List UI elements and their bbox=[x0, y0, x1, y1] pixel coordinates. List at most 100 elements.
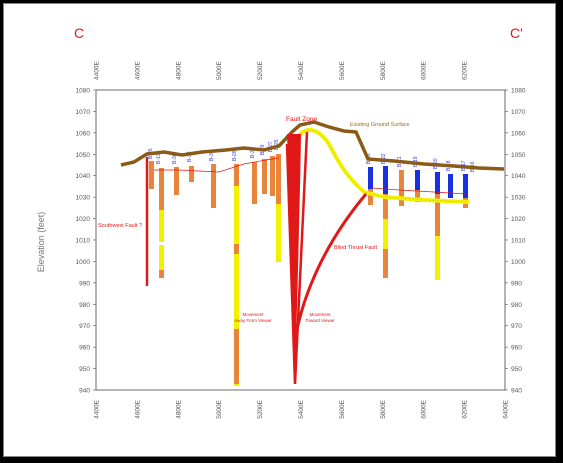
y-tick-label: 950 bbox=[511, 366, 522, 373]
x-tick-label: 6000E bbox=[421, 61, 428, 80]
y-tick-label: 970 bbox=[511, 323, 522, 330]
movement-away-label: Away From Viewer bbox=[234, 318, 272, 323]
borehole-column bbox=[174, 167, 179, 195]
y-tick-label: 1080 bbox=[76, 88, 91, 95]
borehole-column bbox=[262, 159, 267, 194]
y-tick-label: 980 bbox=[79, 302, 90, 309]
y-tick-label: 950 bbox=[79, 366, 90, 373]
x-tick-label: 5800E bbox=[380, 399, 387, 418]
borehole-label: B-25 bbox=[274, 139, 280, 150]
y-tick-label: 1040 bbox=[76, 173, 91, 180]
borehole-column bbox=[368, 189, 373, 205]
fault-strand bbox=[293, 138, 298, 155]
x-tick-label: 4400E bbox=[94, 61, 101, 80]
ground-surface bbox=[120, 120, 505, 171]
y-tick-label: 1040 bbox=[511, 173, 526, 180]
x-tick-label: 5800E bbox=[380, 61, 387, 80]
y-tick-label: 1010 bbox=[511, 238, 526, 245]
section-label-left: C bbox=[74, 25, 84, 41]
cross-section-diagram: C C' 1080 1080 1070 1070 1060 1060 1050 1050 104… bbox=[36, 25, 526, 419]
x-tick-label: 5400E bbox=[298, 399, 305, 418]
y-tick-label: 1030 bbox=[76, 195, 91, 202]
borehole-column bbox=[234, 244, 239, 254]
y-tick-label: 1010 bbox=[76, 238, 91, 245]
y-tick-label: 990 bbox=[511, 280, 522, 287]
y-tick-label: 1060 bbox=[76, 130, 91, 137]
y-tick-label: 1000 bbox=[511, 259, 526, 266]
borehole-column bbox=[234, 329, 239, 384]
y-tick-label: 1050 bbox=[76, 152, 91, 159]
contact-line bbox=[154, 157, 280, 173]
y-tick-label: 940 bbox=[511, 388, 522, 395]
movement-toward-label: Movement bbox=[309, 312, 331, 317]
borehole-column bbox=[463, 174, 468, 202]
y-tick-label: 990 bbox=[79, 280, 90, 287]
section-label-right: C' bbox=[510, 25, 523, 41]
x-tick-label: 4600E bbox=[134, 399, 141, 418]
borehole-column bbox=[189, 166, 194, 182]
borehole-column bbox=[159, 210, 164, 270]
boreholes bbox=[149, 154, 468, 386]
x-tick-label: 5600E bbox=[339, 399, 346, 418]
y-tick-label: 960 bbox=[511, 345, 522, 352]
borehole-label: B-13 bbox=[156, 153, 162, 164]
borehole-column bbox=[270, 156, 275, 196]
borehole-column bbox=[448, 174, 453, 198]
southwest-fault-label: Southwest Fault ? bbox=[98, 223, 142, 229]
movement-toward-label: Toward Viewer bbox=[305, 318, 335, 323]
x-tick-label: 6000E bbox=[421, 399, 428, 418]
x-tick-label: 4800E bbox=[175, 399, 182, 418]
y-axis-label: Elevation (feet) bbox=[36, 212, 46, 273]
borehole-label: B-28 bbox=[250, 147, 256, 158]
x-tick-label: 5400E bbox=[298, 61, 305, 80]
y-tick-label: 1080 bbox=[511, 88, 526, 95]
x-tick-label: 4600E bbox=[134, 61, 141, 80]
borehole-column bbox=[252, 162, 257, 204]
borehole-column bbox=[211, 164, 216, 208]
borehole-label: B-26 bbox=[232, 150, 238, 161]
blind-thrust-fault bbox=[294, 193, 368, 335]
axis-ticks: 1080 1080 1070 1070 1060 1060 1050 1050 1040 1040… bbox=[76, 61, 526, 419]
borehole-column bbox=[276, 204, 281, 262]
borehole-labels: B-35 B-13 B-36 B-33 B-30 B-26 B-28 B-29 … bbox=[148, 139, 476, 172]
y-tick-label: 960 bbox=[79, 345, 90, 352]
borehole-label: B-33 bbox=[187, 151, 193, 162]
y-tick-label: 1050 bbox=[511, 152, 526, 159]
borehole-column bbox=[435, 236, 440, 280]
borehole-column bbox=[399, 170, 404, 206]
fault-strand bbox=[285, 131, 309, 385]
borehole-column bbox=[159, 242, 164, 245]
blind-thrust-label: Blind Thrust Fault bbox=[334, 245, 377, 251]
movement-away-label: Movement bbox=[242, 312, 264, 317]
y-tick-label: 980 bbox=[511, 302, 522, 309]
x-tick-label: 5200E bbox=[257, 399, 264, 418]
contact-line bbox=[371, 187, 467, 195]
borehole-label: B-30 bbox=[209, 150, 215, 161]
y-tick-label: 1070 bbox=[511, 109, 526, 116]
borehole-column bbox=[383, 219, 388, 249]
borehole-column bbox=[234, 186, 239, 386]
fault-zone-label: Fault Zone bbox=[286, 116, 317, 123]
y-tick-label: 1020 bbox=[76, 216, 91, 223]
y-tick-label: 1020 bbox=[511, 216, 526, 223]
ground-surface-label: Existing Ground Surface bbox=[350, 122, 410, 128]
cross-section-frame: C C' 1080 1080 1070 1070 1060 1060 1050 1050 104… bbox=[3, 3, 556, 457]
yellow-layer bbox=[292, 128, 470, 204]
borehole-column bbox=[234, 164, 239, 186]
borehole-label: B-36 bbox=[172, 153, 178, 164]
x-tick-label: 5000E bbox=[216, 399, 223, 418]
x-tick-label: 6400E bbox=[503, 399, 510, 418]
x-tick-label: 6200E bbox=[462, 399, 469, 418]
borehole-column bbox=[368, 167, 373, 202]
y-tick-label: 970 bbox=[79, 323, 90, 330]
y-tick-label: 1070 bbox=[76, 109, 91, 116]
y-tick-label: 1060 bbox=[511, 130, 526, 137]
x-tick-label: 5600E bbox=[339, 61, 346, 80]
borehole-column bbox=[415, 170, 420, 192]
x-tick-label: 6200E bbox=[462, 61, 469, 80]
y-tick-label: 1000 bbox=[76, 259, 91, 266]
x-tick-label: 4800E bbox=[175, 61, 182, 80]
x-tick-label: 5000E bbox=[216, 61, 223, 80]
x-tick-label: 4400E bbox=[94, 399, 101, 418]
y-tick-label: 1030 bbox=[511, 195, 526, 202]
